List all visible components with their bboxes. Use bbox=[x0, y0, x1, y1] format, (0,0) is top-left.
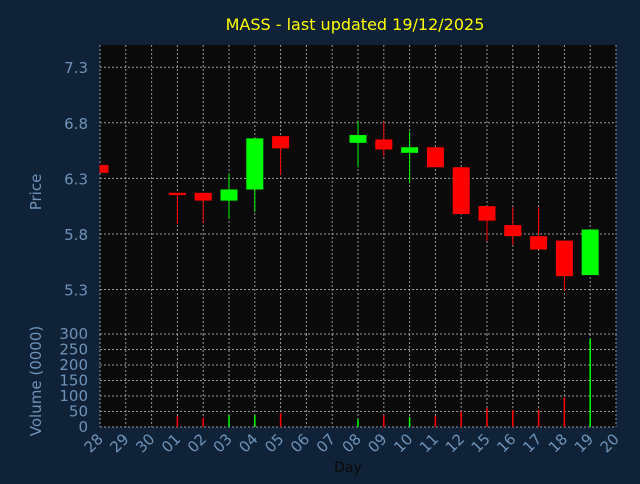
x-tick-label: 29 bbox=[106, 430, 132, 456]
volume-bar bbox=[512, 409, 514, 427]
volume-tick-label: 250 bbox=[59, 341, 88, 359]
x-tick-label: 17 bbox=[519, 430, 545, 456]
x-axis-label: Day bbox=[334, 460, 362, 476]
x-tick-label: 10 bbox=[390, 430, 416, 456]
candle-body bbox=[220, 189, 238, 201]
volume-bar bbox=[589, 338, 591, 427]
volume-bar bbox=[383, 415, 385, 427]
candle-body bbox=[272, 136, 290, 149]
volume-tick-label: 150 bbox=[59, 372, 88, 390]
x-tick-label: 18 bbox=[545, 430, 571, 456]
candle-body bbox=[555, 240, 573, 277]
volume-tick-label: 300 bbox=[59, 325, 88, 343]
volume-tick-label: 100 bbox=[59, 387, 88, 405]
x-tick-label: 03 bbox=[210, 430, 236, 456]
x-tick-label: 19 bbox=[571, 430, 597, 456]
chart-title: MASS - last updated 19/12/2025 bbox=[226, 15, 485, 34]
x-tick-label: 12 bbox=[442, 430, 468, 456]
candle-body bbox=[246, 138, 264, 190]
candle-body bbox=[375, 139, 393, 150]
candle-body bbox=[100, 165, 109, 173]
volume-bar bbox=[176, 416, 179, 427]
x-tick-label: 20 bbox=[597, 430, 623, 456]
volume-bar bbox=[408, 417, 411, 427]
volume-tick-label: 0 bbox=[78, 418, 88, 436]
volume-tick-label: 50 bbox=[69, 403, 88, 421]
volume-bar bbox=[563, 397, 566, 427]
candle-body bbox=[349, 135, 367, 143]
x-tick-label: 09 bbox=[364, 430, 390, 456]
x-tick-label: 11 bbox=[416, 430, 442, 456]
price-tick-label: 7.3 bbox=[64, 59, 88, 77]
volume-bar bbox=[228, 415, 230, 427]
volume-tick-label: 200 bbox=[59, 356, 88, 374]
candle-body bbox=[426, 147, 444, 168]
price-tick-label: 5.8 bbox=[64, 226, 88, 244]
x-tick-label: 15 bbox=[468, 430, 494, 456]
volume-bar bbox=[486, 407, 488, 427]
volume-bar bbox=[279, 413, 282, 427]
x-tick-label: 06 bbox=[287, 430, 313, 456]
volume-bar bbox=[202, 417, 204, 427]
candle-body bbox=[194, 192, 212, 201]
candle-body bbox=[530, 236, 548, 250]
candle-body bbox=[504, 225, 522, 237]
price-tick-label: 6.8 bbox=[64, 115, 88, 133]
candle-body bbox=[581, 229, 599, 276]
volume-bar bbox=[537, 409, 540, 427]
candle-body bbox=[478, 206, 496, 221]
candle-body bbox=[452, 167, 470, 214]
candle-body bbox=[168, 192, 186, 196]
x-tick-label: 05 bbox=[261, 430, 287, 456]
volume-axis-label: Volume (0000) bbox=[27, 326, 45, 436]
x-tick-label: 16 bbox=[493, 430, 519, 456]
x-tick-label: 07 bbox=[313, 430, 339, 456]
volume-bar bbox=[434, 416, 437, 427]
x-tick-label: 04 bbox=[235, 430, 261, 456]
x-tick-label: 08 bbox=[339, 430, 365, 456]
x-tick-label: 01 bbox=[158, 430, 184, 456]
candle-body bbox=[401, 147, 419, 153]
x-tick-label: 30 bbox=[132, 430, 158, 456]
x-tick-label: 02 bbox=[184, 430, 210, 456]
price-axis-label: Price bbox=[27, 174, 45, 211]
price-tick-label: 6.3 bbox=[64, 170, 88, 188]
volume-bar bbox=[357, 419, 359, 427]
price-tick-label: 5.3 bbox=[64, 282, 88, 300]
volume-bar bbox=[460, 411, 462, 427]
volume-bar bbox=[254, 415, 256, 427]
